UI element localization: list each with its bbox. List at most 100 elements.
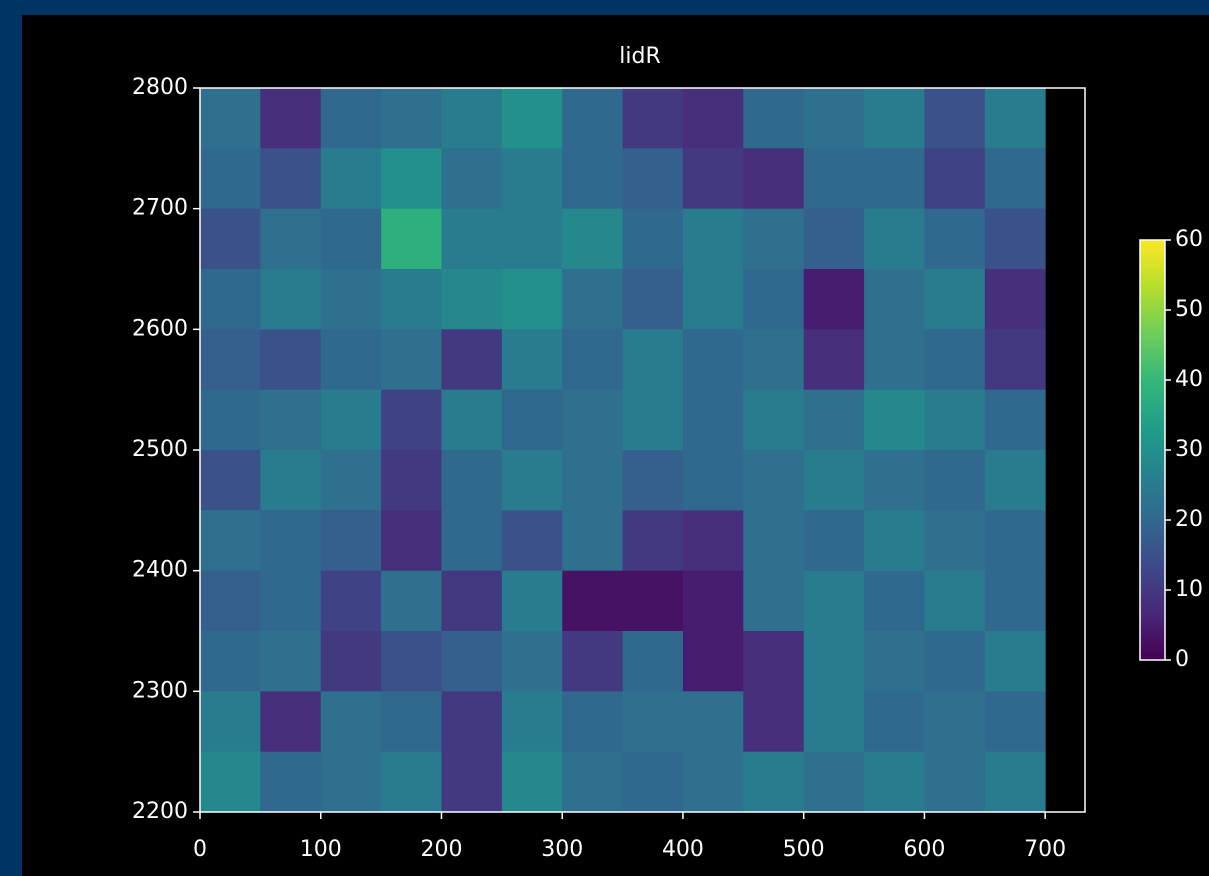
heat-cell — [803, 208, 865, 270]
heat-cell — [562, 389, 624, 451]
heat-cell — [682, 631, 744, 692]
heat-cell — [682, 208, 744, 270]
heat-cell — [441, 751, 503, 813]
heat-cell — [803, 148, 865, 210]
heat-cell — [320, 389, 382, 451]
heat-cell — [743, 208, 805, 270]
heat-cell — [501, 631, 563, 692]
heat-cell — [320, 510, 382, 572]
heat-cell — [682, 570, 744, 632]
x-tick-label: 200 — [420, 837, 462, 862]
heat-cell — [441, 88, 503, 149]
heat-cell — [562, 450, 624, 511]
heat-cell — [562, 691, 624, 753]
heat-cell — [381, 329, 442, 391]
heat-cell — [200, 148, 261, 210]
x-tick-label: 100 — [300, 837, 342, 862]
heat-cell — [924, 208, 986, 270]
heat-cell — [743, 148, 805, 210]
heat-cell — [381, 450, 442, 511]
heat-cell — [381, 269, 442, 330]
heat-cell — [200, 510, 261, 572]
heat-cell — [320, 329, 382, 391]
heat-cell — [864, 329, 925, 391]
heat-cell — [200, 88, 261, 149]
heat-cell — [381, 208, 442, 270]
heat-cell — [260, 88, 322, 149]
heat-cell — [501, 691, 563, 753]
heat-cell — [682, 88, 744, 149]
heat-cell — [924, 570, 986, 632]
heat-cell — [441, 329, 503, 391]
heat-cell — [803, 88, 865, 149]
heat-cell — [803, 450, 865, 511]
heat-cell — [803, 691, 865, 753]
heat-cell — [924, 510, 986, 572]
heat-cell — [803, 751, 865, 813]
heat-cell — [320, 88, 382, 149]
heat-cell — [200, 389, 261, 451]
heat-cell — [924, 450, 986, 511]
colorbar-tick-label: 10 — [1175, 577, 1203, 602]
heat-cell — [864, 751, 925, 813]
heat-cell — [501, 329, 563, 391]
heat-cell — [864, 148, 925, 210]
heat-cell — [622, 510, 684, 572]
heat-cell — [320, 450, 382, 511]
x-tick-label: 0 — [193, 837, 207, 862]
heat-cell — [441, 389, 503, 451]
heat-cell — [743, 450, 805, 511]
heat-cell — [682, 148, 744, 210]
heat-cell — [682, 450, 744, 511]
heat-cell — [562, 148, 624, 210]
heat-cell — [381, 570, 442, 632]
x-tick-label: 500 — [783, 837, 825, 862]
heat-cell — [562, 269, 624, 330]
heat-cell — [381, 389, 442, 451]
y-tick-label: 2500 — [132, 437, 188, 462]
heat-cell — [260, 570, 322, 632]
heat-cell — [622, 570, 684, 632]
x-tick-label: 600 — [903, 837, 945, 862]
heat-cell — [984, 208, 1046, 270]
heat-cell — [562, 510, 624, 572]
heat-cell — [864, 389, 925, 451]
heat-cell — [260, 208, 322, 270]
y-tick-label: 2700 — [132, 196, 188, 221]
y-tick-label: 2400 — [132, 558, 188, 583]
heat-cell — [864, 570, 925, 632]
colorbar-tick-label: 40 — [1175, 367, 1203, 392]
heat-cell — [441, 570, 503, 632]
heat-cell — [984, 88, 1046, 149]
heat-cell — [924, 269, 986, 330]
heat-cell — [803, 631, 865, 692]
heat-cell — [743, 389, 805, 451]
heat-cell — [743, 88, 805, 149]
heat-cell — [381, 751, 442, 813]
heat-cell — [924, 148, 986, 210]
colorbar-tick-label: 60 — [1175, 227, 1203, 252]
heat-cell — [984, 389, 1046, 451]
heat-cell — [562, 208, 624, 270]
heat-cell — [864, 88, 925, 149]
heat-cell — [441, 450, 503, 511]
heat-cell — [381, 631, 442, 692]
heat-cell — [381, 691, 442, 753]
heat-cell — [200, 570, 261, 632]
heat-cell — [743, 570, 805, 632]
heat-cell — [200, 329, 261, 391]
colorbar — [1139, 239, 1166, 661]
x-tick-label: 300 — [541, 837, 583, 862]
heat-cell — [984, 450, 1046, 511]
heat-cell — [562, 570, 624, 632]
heat-cell — [622, 329, 684, 391]
heat-cell — [682, 510, 744, 572]
heat-cell — [320, 269, 382, 330]
heat-cell — [864, 691, 925, 753]
heat-cell — [200, 631, 261, 692]
heat-cell — [803, 570, 865, 632]
heat-cell — [320, 570, 382, 632]
heat-cell — [924, 389, 986, 451]
heat-cell — [501, 751, 563, 813]
